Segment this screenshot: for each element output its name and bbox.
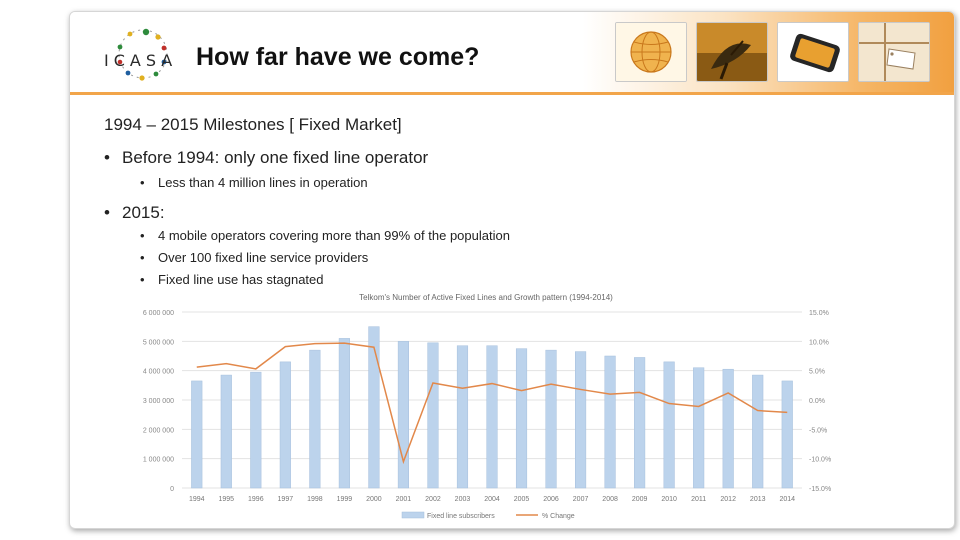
- x-tick-label: 2005: [514, 496, 530, 503]
- chart-title: Telkom's Number of Active Fixed Lines an…: [359, 293, 613, 302]
- sub-bullet-item: • 4 mobile operators covering more than 9…: [140, 228, 510, 243]
- bar: [279, 361, 291, 489]
- x-tick-label: 2004: [484, 496, 500, 503]
- slide-header: ICASA How far have we come?: [70, 12, 954, 92]
- bar: [604, 355, 616, 489]
- bar: [427, 342, 439, 489]
- mobile-phone-icon: [777, 22, 849, 82]
- legend-label: % Change: [542, 513, 575, 520]
- x-tick-label: 1998: [307, 496, 323, 503]
- bar: [693, 367, 705, 489]
- bullet-item: • 2015:: [104, 203, 165, 222]
- bar: [368, 326, 380, 489]
- bar: [486, 345, 498, 489]
- slide-subtitle: 1994 – 2015 Milestones [ Fixed Market]: [104, 115, 402, 134]
- bar: [752, 374, 764, 489]
- x-tick-label: 2012: [720, 496, 736, 503]
- bullet-item: • Before 1994: only one fixed line operat…: [104, 148, 429, 167]
- x-tick-label: 2007: [573, 496, 589, 503]
- y-left-tick-label: 4 000 000: [143, 369, 174, 376]
- svg-text:ICASA: ICASA: [104, 51, 177, 70]
- x-tick-label: 2009: [632, 496, 648, 503]
- x-tick-label: 2013: [750, 496, 766, 503]
- bar: [575, 351, 587, 489]
- parcel-tag-icon: [858, 22, 930, 82]
- bar: [397, 341, 409, 489]
- x-tick-label: 2006: [543, 496, 559, 503]
- legend-label: Fixed line subscribers: [427, 513, 495, 520]
- y-right-tick-label: 0.0%: [809, 398, 825, 405]
- satellite-dish-icon: [696, 22, 768, 82]
- series-line-percent-change: [196, 342, 788, 465]
- y-left-tick-label: 3 000 000: [143, 398, 174, 405]
- bar: [309, 349, 321, 489]
- bar: [634, 357, 646, 489]
- sub-bullet-item: • Over 100 fixed line service providers: [140, 250, 369, 265]
- y-left-tick-label: 2 000 000: [143, 427, 174, 434]
- x-tick-label: 2008: [602, 496, 618, 503]
- sub-bullet-item: • Fixed line use has stagnated: [140, 272, 324, 287]
- x-tick-label: 2010: [661, 496, 677, 503]
- header-divider: [70, 92, 954, 95]
- slide-title: How far have we come?: [196, 43, 480, 71]
- y-left-tick-label: 1 000 000: [143, 457, 174, 464]
- bar: [663, 361, 675, 489]
- x-tick-label: 1999: [337, 496, 353, 503]
- y-right-tick-label: -5.0%: [809, 427, 827, 434]
- x-tick-label: 1997: [278, 496, 294, 503]
- bar: [722, 368, 734, 489]
- bar: [220, 374, 232, 489]
- x-tick-label: 2001: [396, 496, 412, 503]
- y-right-tick-label: 15.0%: [809, 310, 829, 317]
- y-left-tick-label: 6 000 000: [143, 310, 174, 317]
- y-right-tick-label: 5.0%: [809, 369, 825, 376]
- sub-bullet-item: • Less than 4 million lines in operation: [140, 175, 368, 190]
- x-tick-label: 2002: [425, 496, 441, 503]
- bar: [545, 349, 557, 489]
- icasa-logo: ICASA: [104, 28, 177, 81]
- x-tick-label: 1996: [248, 496, 264, 503]
- x-tick-label: 1994: [189, 496, 205, 503]
- y-right-tick-label: -10.0%: [809, 457, 831, 464]
- x-tick-label: 1995: [218, 496, 234, 503]
- bar: [191, 380, 203, 489]
- bar: [338, 338, 350, 489]
- y-left-tick-label: 0: [170, 486, 174, 493]
- y-right-tick-label: -15.0%: [809, 486, 831, 493]
- x-tick-label: 2003: [455, 496, 471, 503]
- x-tick-label: 2014: [779, 496, 795, 503]
- legend-swatch-bars: [401, 511, 425, 519]
- bar: [781, 380, 793, 489]
- y-left-tick-label: 5 000 000: [143, 339, 174, 346]
- x-tick-label: 2011: [691, 496, 706, 503]
- globe-icon: [615, 22, 687, 82]
- bar: [250, 371, 262, 489]
- bar: [456, 345, 469, 489]
- x-tick-label: 2000: [366, 496, 382, 503]
- bar: [515, 348, 528, 489]
- fixed-lines-chart: Telkom's Number of Active Fixed Lines an…: [143, 293, 831, 520]
- y-right-tick-label: 10.0%: [809, 339, 829, 346]
- slide-frame: ICASA How far have we come?: [69, 11, 955, 529]
